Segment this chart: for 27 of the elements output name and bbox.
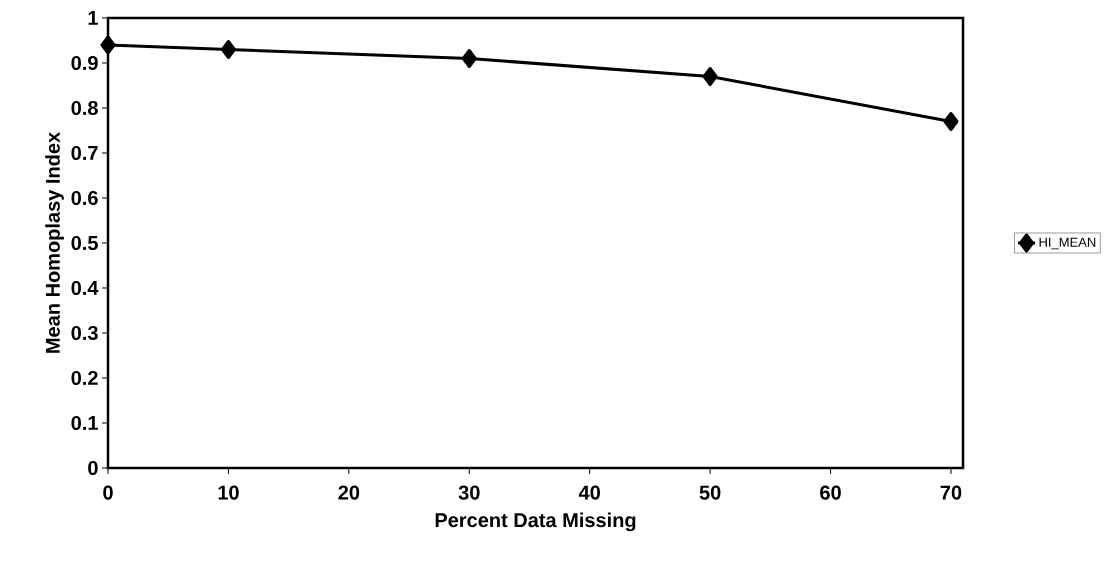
x-tick-label: 20 <box>338 485 360 500</box>
y-tick-label: 0.7 <box>71 145 98 161</box>
x-tick-label: 40 <box>578 485 600 500</box>
y-tick-label: 0.5 <box>71 235 98 251</box>
x-tick-label: 60 <box>820 485 841 500</box>
point <box>943 111 959 131</box>
y-tick-label: 0.6 <box>71 190 98 206</box>
y-tick-label: 1 <box>88 11 98 25</box>
y-tick-label: 0 <box>88 460 98 476</box>
x-tick-label: 10 <box>218 485 239 500</box>
y-tick-label: 0.8 <box>71 100 98 116</box>
x-tick-label: 0 <box>103 485 113 500</box>
point <box>220 39 236 59</box>
point <box>702 66 718 86</box>
x-tick-label: 30 <box>458 485 480 500</box>
y-tick-label: 0.9 <box>71 55 98 71</box>
x-axis-title: Percent Data Missing <box>435 512 636 532</box>
x-tick-label: 70 <box>940 485 962 500</box>
x-tick-label: 50 <box>699 485 721 500</box>
y-tick-label: 0.3 <box>71 325 98 341</box>
y-tick-label: 0.4 <box>71 280 99 296</box>
y-axis-title: Mean Homoplasy Index <box>45 132 64 353</box>
y-tick-label: 0.2 <box>71 370 98 386</box>
point <box>461 48 477 68</box>
legend-label: HI_MEAN <box>1039 237 1096 250</box>
point <box>100 35 116 55</box>
y-tick-label: 0.1 <box>71 415 98 431</box>
